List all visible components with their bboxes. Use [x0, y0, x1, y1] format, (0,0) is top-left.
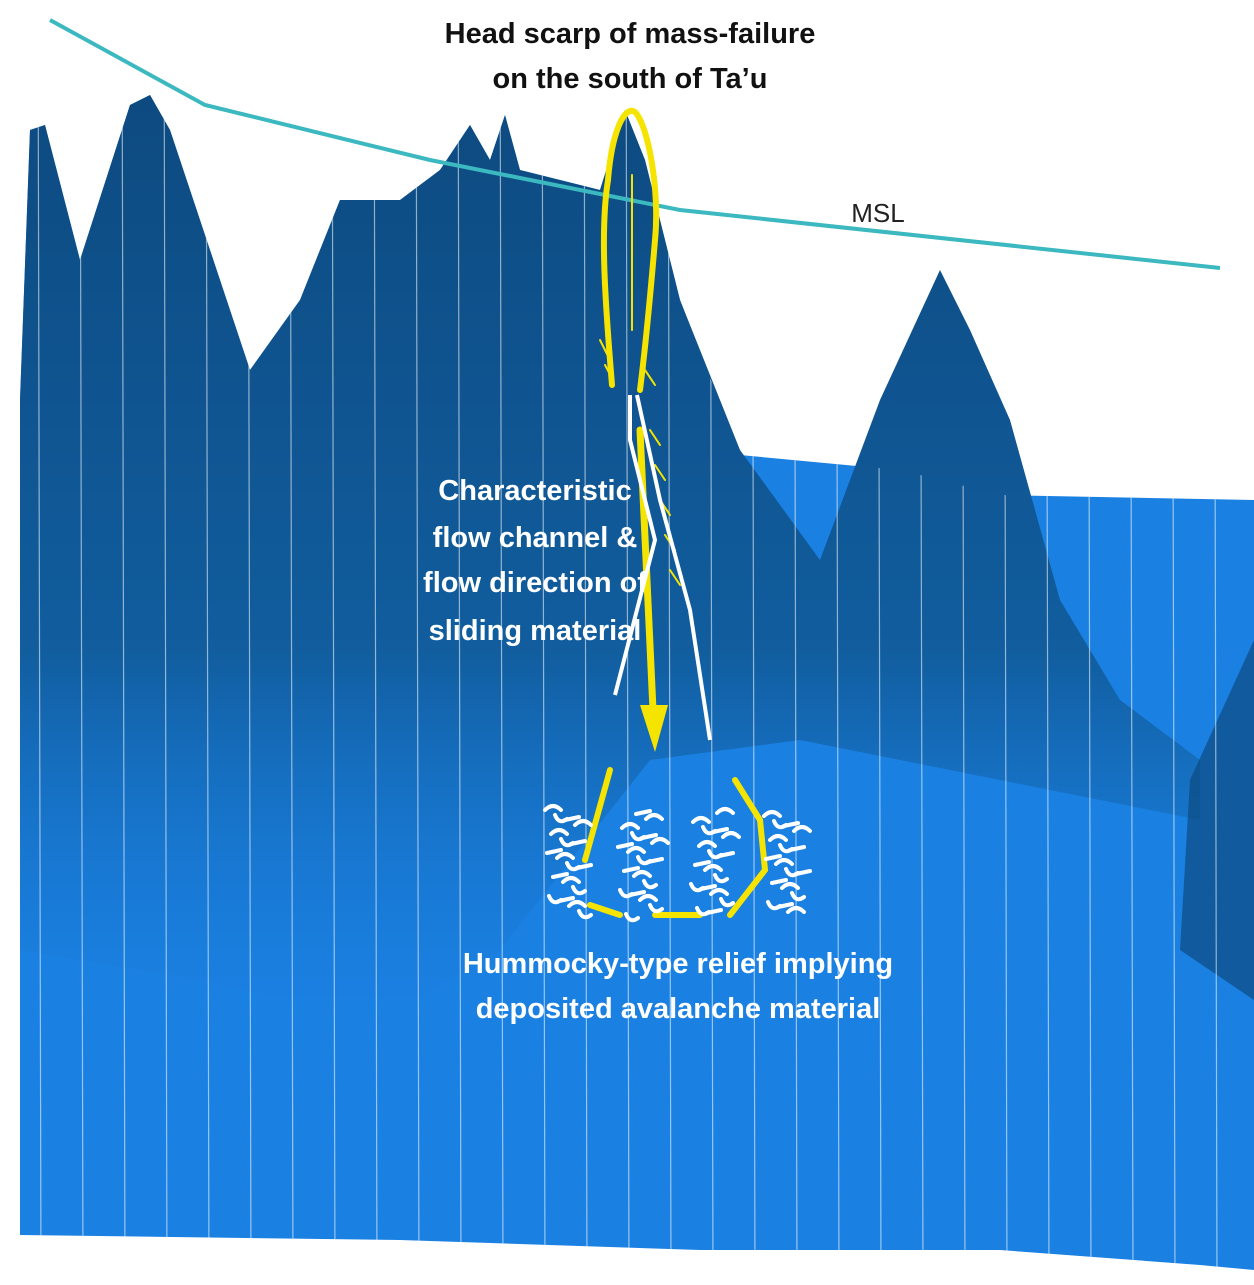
hummock	[703, 864, 723, 872]
hummock	[634, 809, 652, 816]
hummock	[644, 813, 664, 821]
hummock	[626, 846, 646, 854]
hummock	[705, 908, 723, 915]
hummocks	[543, 804, 812, 923]
hummock	[640, 833, 658, 840]
hummock	[628, 890, 646, 897]
hummock	[557, 896, 575, 903]
hummock	[569, 839, 587, 846]
hummock	[786, 906, 806, 914]
hummock	[543, 804, 563, 812]
hummock	[624, 912, 640, 923]
hummock	[776, 902, 794, 909]
hummock	[620, 822, 640, 830]
hummock	[713, 873, 729, 884]
flow-channel-label: sliding material	[429, 615, 642, 647]
profile-line	[37, 95, 42, 1270]
profile-line	[121, 95, 126, 1270]
profile-line	[163, 95, 168, 1270]
hummock	[577, 909, 593, 920]
hummock	[650, 837, 670, 845]
hummock	[770, 878, 788, 885]
flow-channel-label: Characteristic	[438, 475, 631, 507]
hummock	[632, 870, 652, 878]
hummock	[711, 827, 729, 834]
hummock	[622, 866, 640, 873]
hummock	[699, 884, 717, 891]
hummock	[545, 848, 563, 855]
hummock	[717, 851, 735, 858]
hummock	[567, 900, 587, 908]
flow-channel-label: flow channel &	[433, 522, 638, 554]
hummock	[646, 857, 664, 864]
hummocky-label: Hummocky-type relief implying	[463, 948, 893, 980]
hummock	[790, 891, 806, 902]
flow-arrowhead	[640, 705, 668, 752]
hummock	[774, 858, 794, 866]
hummock	[794, 869, 812, 876]
hummock	[715, 807, 735, 815]
hummock	[561, 876, 581, 884]
hummock	[788, 845, 806, 852]
hummock	[780, 882, 800, 890]
msl-line	[49, 18, 1221, 270]
profile-line	[415, 95, 420, 1270]
hummock	[782, 821, 800, 828]
hummock	[571, 885, 587, 896]
hummock	[648, 903, 664, 914]
hummock	[709, 888, 729, 896]
hummock	[693, 860, 711, 867]
profile-line	[541, 95, 546, 1270]
flow-channel-label: flow direction of	[423, 567, 647, 599]
profile-line	[457, 95, 462, 1270]
hummock	[762, 810, 782, 818]
hummock	[697, 840, 717, 848]
hummock	[575, 863, 593, 870]
hummock	[764, 854, 782, 861]
hummock	[638, 894, 658, 902]
hummock	[549, 828, 569, 836]
hummock	[719, 897, 735, 908]
msl-label: MSL	[851, 198, 904, 228]
hummock	[616, 842, 634, 849]
profile-line	[583, 95, 588, 1270]
hummock	[555, 852, 575, 860]
hummock	[721, 831, 741, 839]
hummock	[691, 816, 711, 824]
hummock	[573, 819, 593, 827]
profile-line	[499, 95, 504, 1270]
island-relief	[20, 95, 1200, 1020]
profile-line	[373, 95, 378, 1270]
hummock	[642, 879, 658, 890]
head-scarp-label: Head scarp of mass-failure	[445, 18, 816, 50]
head-scarp-label: on the south of Ta’u	[493, 63, 768, 95]
seamount	[1180, 640, 1254, 1000]
hummock	[563, 815, 581, 822]
hummock	[792, 825, 812, 833]
channel-walls	[613, 394, 712, 741]
hummock	[768, 834, 788, 842]
hummock	[551, 872, 569, 879]
hummocky-label: deposited avalanche material	[476, 993, 881, 1025]
